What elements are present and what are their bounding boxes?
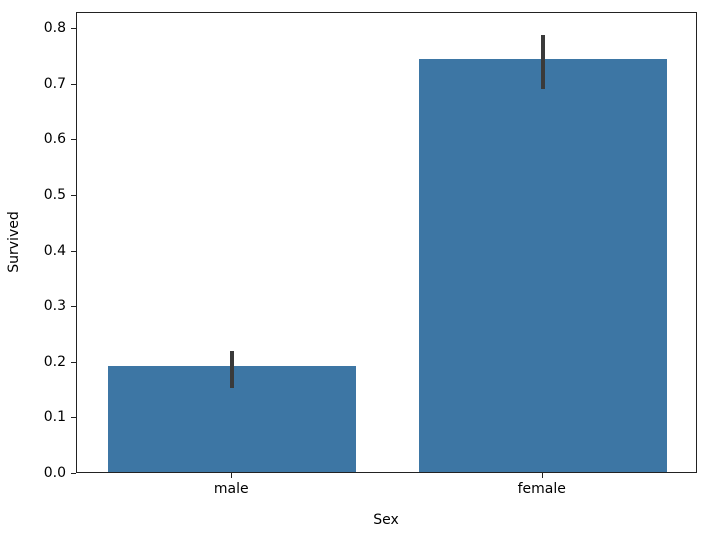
- errorbar-female: [540, 34, 545, 89]
- y-tick-mark-0.0: [71, 473, 76, 474]
- x-tick-mark-male: [231, 473, 233, 478]
- y-tick-label-0.5: 0.5: [43, 186, 66, 203]
- y-tick-label-0.1: 0.1: [43, 409, 66, 426]
- y-tick-mark-0.6: [71, 139, 76, 141]
- x-tick-mark-female: [541, 473, 543, 478]
- y-tick-label-0.2: 0.2: [43, 353, 66, 370]
- y-tick-label-0.7: 0.7: [43, 75, 66, 92]
- plot-area: [76, 12, 697, 473]
- y-tick-mark-0.3: [71, 306, 76, 308]
- y-tick-label-0.6: 0.6: [43, 131, 66, 148]
- y-tick-label-0.4: 0.4: [43, 242, 66, 259]
- y-tick-mark-0.1: [71, 417, 76, 419]
- x-tick-label-female: female: [517, 481, 566, 497]
- y-tick-mark-0.8: [71, 28, 76, 30]
- bar-female: [418, 59, 667, 472]
- x-tick-label-male: male: [213, 481, 249, 497]
- y-tick-mark-0.5: [71, 194, 76, 196]
- y-tick-label-0.8: 0.8: [43, 20, 66, 37]
- y-tick-mark-0.4: [71, 250, 76, 252]
- y-tick-label-0.3: 0.3: [43, 298, 66, 315]
- y-tick-label-0.0: 0.0: [43, 465, 66, 481]
- y-tick-mark-0.7: [71, 83, 76, 85]
- errorbar-male: [230, 350, 235, 388]
- x-axis-label: Sex: [373, 512, 399, 528]
- y-axis-label: Survived: [6, 211, 22, 273]
- y-tick-mark-0.2: [71, 361, 76, 363]
